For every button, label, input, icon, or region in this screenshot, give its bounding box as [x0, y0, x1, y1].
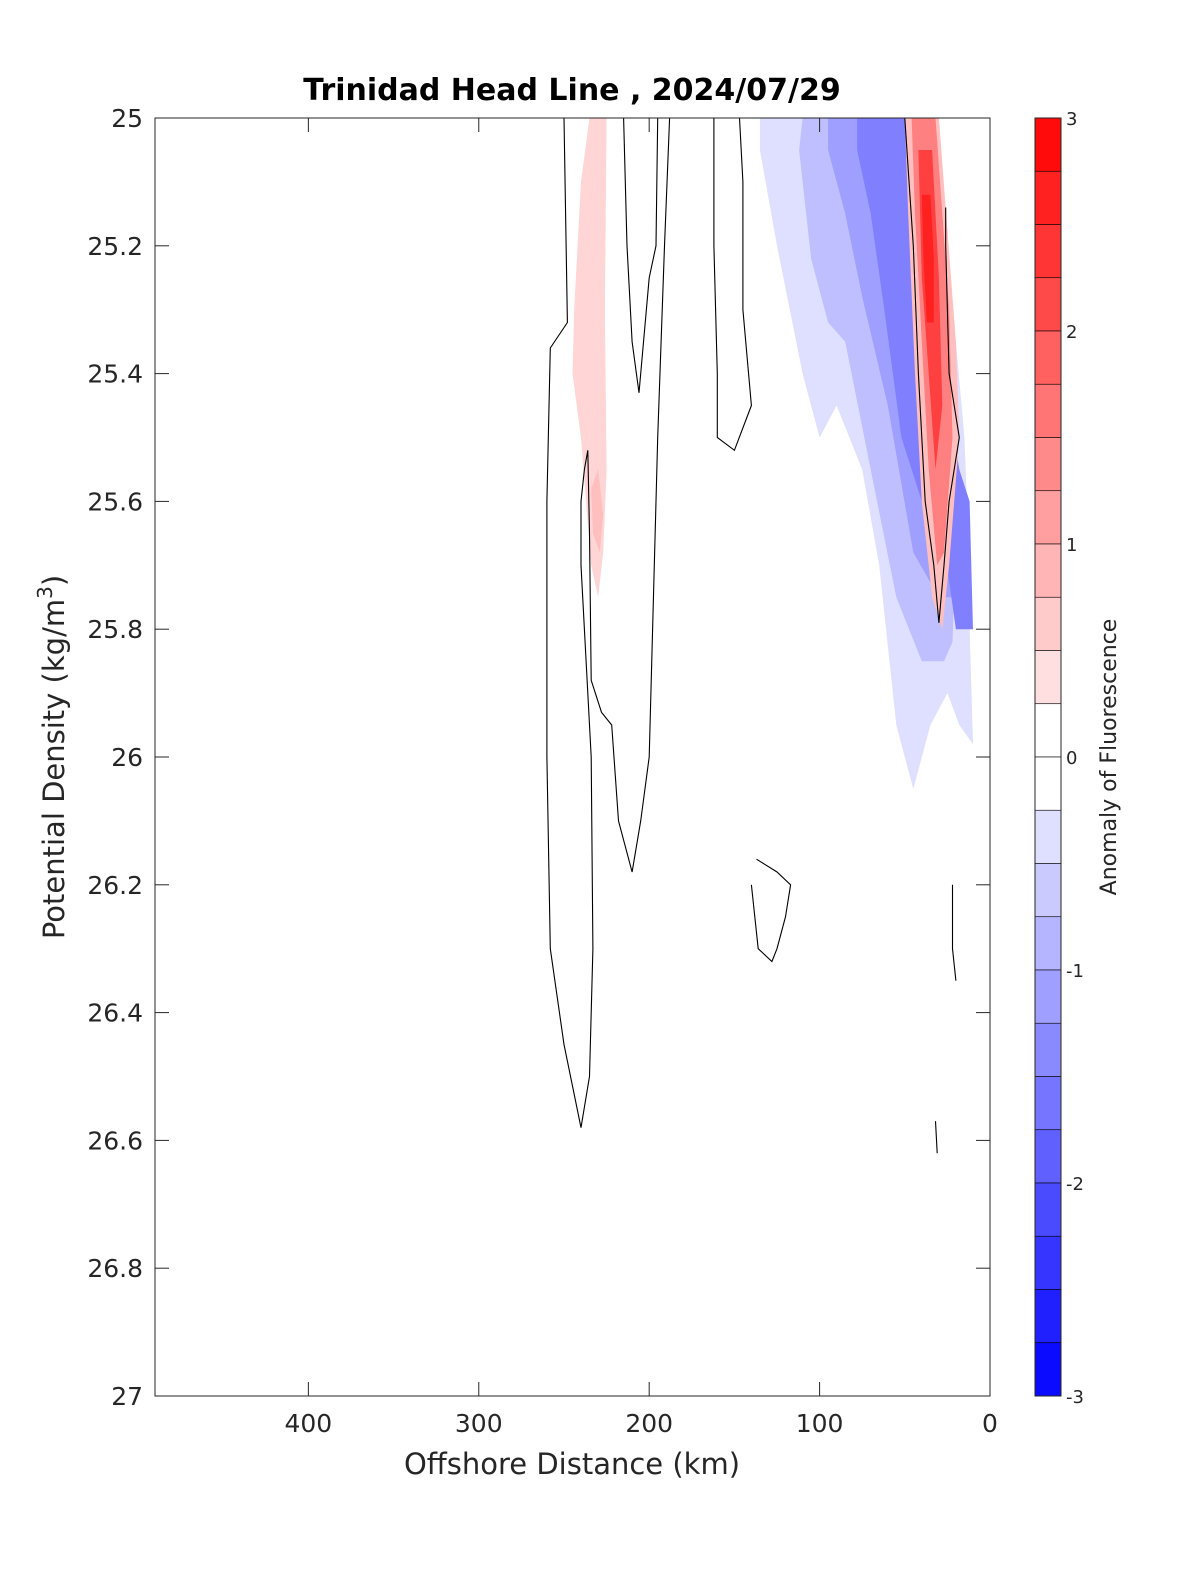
colorbar-label: Anomaly of Fluorescence	[1097, 619, 1122, 896]
y-axis: 25 25.2 25.4 25.6 25.8 26 26.2 26.4 26.6 26.8 27	[87, 104, 990, 1411]
colorbar-segment	[1034, 1289, 1062, 1344]
colorbar-tick-label: 2	[1066, 322, 1077, 343]
colorbar-segment	[1034, 1129, 1062, 1184]
colorbar-tick-label: 3	[1066, 109, 1077, 130]
y-tick-label: 26.6	[87, 1126, 143, 1155]
colorbar-segment	[1034, 756, 1062, 811]
colorbar-frame	[1034, 117, 1062, 1397]
x-axis-label: Offshore Distance (km)	[404, 1447, 740, 1481]
contour-lines	[546, 118, 960, 1154]
colorbar-segment	[1034, 117, 1062, 172]
x-axis: 400 300 200 100 0	[285, 118, 998, 1438]
y-axis-label-tail: )	[37, 575, 71, 586]
y-tick-label: 26.4	[87, 999, 143, 1028]
colorbar-segment	[1034, 1182, 1062, 1237]
anomaly-region-1	[591, 469, 604, 553]
y-axis-label: Potential Density (kg/m3)	[33, 575, 71, 939]
colorbar-segment	[1034, 330, 1062, 385]
x-tick-label: 200	[625, 1409, 673, 1438]
colorbar-segment	[1034, 1022, 1062, 1077]
y-tick-label: 26.2	[87, 871, 143, 900]
y-tick-label: 25	[111, 104, 143, 133]
y-tick-label: 27	[111, 1382, 143, 1411]
colorbar-segment	[1034, 170, 1062, 225]
plot-area	[154, 117, 991, 1397]
x-tick-label: 100	[796, 1409, 844, 1438]
colorbar-segment	[1034, 543, 1062, 598]
colorbar-segment	[1034, 703, 1062, 758]
colorbar: 3 2 1 0 -1 -2 -3	[1034, 109, 1084, 1408]
colorbar-tick-label: 1	[1066, 535, 1077, 556]
colorbar-tick-label: 0	[1066, 748, 1077, 769]
colorbar-tick-label: -2	[1066, 1174, 1084, 1195]
y-tick-label: 26	[111, 743, 143, 772]
contour-line-4	[904, 118, 960, 623]
contour-line-3	[750, 858, 792, 963]
colorbar-segment	[1034, 437, 1062, 492]
svg-text:Potential Density (kg/m3): Potential Density (kg/m3)	[33, 575, 71, 939]
y-tick-label: 25.2	[87, 232, 143, 261]
chart-title: Trinidad Head Line , 2024/07/29	[303, 73, 840, 108]
contour-line-1	[623, 118, 659, 393]
colorbar-tick-label: -1	[1066, 961, 1084, 982]
colorbar-segment	[1034, 383, 1062, 438]
colorbar-segment	[1034, 596, 1062, 651]
contour-line-2	[713, 118, 752, 452]
anomaly-region-5	[857, 118, 922, 502]
y-tick-label: 25.8	[87, 615, 143, 644]
colorbar-segment	[1034, 1342, 1062, 1397]
y-axis-label-text: Potential Density (kg/m	[37, 599, 71, 939]
colorbar-segment	[1034, 969, 1062, 1024]
x-tick-label: 300	[455, 1409, 503, 1438]
y-axis-label-superscript: 3	[33, 586, 57, 599]
contour-line-5	[951, 884, 957, 981]
colorbar-segment	[1034, 650, 1062, 705]
x-tick-label: 400	[285, 1409, 333, 1438]
colorbar-segment	[1034, 490, 1062, 545]
colorbar-segment	[1034, 809, 1062, 864]
colorbar-segment	[1034, 916, 1062, 971]
colorbar-segment	[1034, 277, 1062, 332]
y-tick-label: 25.4	[87, 360, 143, 389]
anomaly-region-11	[921, 194, 934, 323]
contour-line-6	[934, 1121, 938, 1154]
y-tick-label: 25.6	[87, 487, 143, 516]
colorbar-segment	[1034, 224, 1062, 279]
x-tick-label: 0	[982, 1409, 998, 1438]
colorbar-segment	[1034, 863, 1062, 918]
colorbar-segment	[1034, 1076, 1062, 1131]
y-tick-label: 26.8	[87, 1254, 143, 1283]
colorbar-tick-label: -3	[1066, 1387, 1084, 1408]
colorbar-segment	[1034, 1235, 1062, 1290]
contour-line-0	[546, 118, 671, 1128]
